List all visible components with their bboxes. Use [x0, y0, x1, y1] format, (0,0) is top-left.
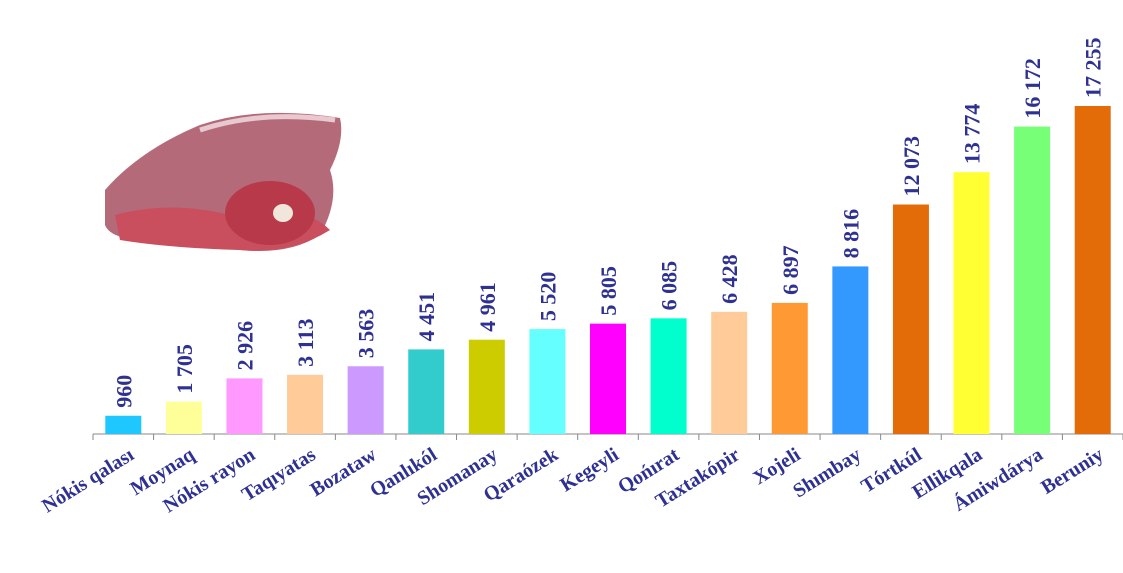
value-label: 3 113	[293, 319, 318, 367]
bar	[468, 339, 505, 434]
value-label: 4 451	[414, 292, 439, 342]
bar	[529, 329, 566, 434]
value-label: 3 563	[354, 309, 379, 359]
x-tick-label: Bozataw	[306, 443, 380, 501]
bar	[105, 415, 142, 434]
value-label: 12 073	[899, 136, 924, 197]
x-tick-label: Kegeyli	[556, 443, 623, 496]
value-label: 16 172	[1020, 58, 1045, 119]
x-tick-label: Shımbay	[789, 444, 865, 503]
bar	[650, 318, 687, 434]
bar	[1014, 126, 1051, 434]
meat-photo	[105, 112, 342, 251]
bar	[711, 311, 748, 434]
value-label: 5 805	[596, 266, 621, 316]
value-label: 1 705	[172, 344, 197, 394]
bar	[226, 378, 263, 434]
value-label: 960	[111, 375, 136, 408]
bar	[408, 349, 445, 434]
bar	[287, 374, 324, 434]
value-label: 17 255	[1081, 38, 1106, 99]
value-label: 4 961	[475, 282, 500, 331]
x-tick-label: Nókis qalası	[38, 443, 138, 517]
bar	[347, 366, 384, 434]
value-label: 13 774	[960, 104, 985, 165]
bar	[1074, 106, 1111, 434]
value-label: 5 520	[535, 272, 560, 322]
bar	[771, 302, 808, 434]
x-tick-label: Beruniy	[1037, 444, 1107, 499]
bar	[953, 172, 990, 434]
value-label: 2 926	[232, 321, 257, 371]
value-label: 6 428	[717, 254, 742, 304]
value-label: 6 897	[778, 245, 803, 295]
bar	[590, 323, 626, 434]
bar	[165, 401, 202, 434]
bar	[832, 266, 869, 434]
value-label: 8 816	[838, 209, 863, 259]
bar	[892, 204, 929, 434]
value-label: 6 085	[657, 261, 682, 311]
